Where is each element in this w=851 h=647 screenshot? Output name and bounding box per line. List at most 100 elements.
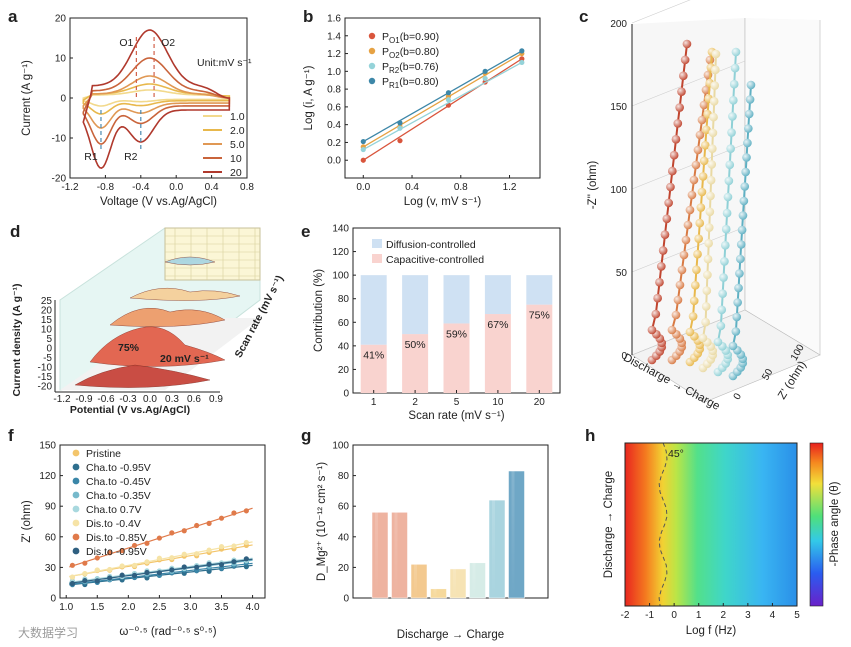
f-point (119, 563, 125, 569)
c-ytick-label: 15 (41, 315, 53, 326)
e-ball-shine (711, 65, 720, 75)
d-xtick-label: 5 (454, 397, 460, 408)
c-ytick-label: -15 (38, 372, 53, 383)
c-ytick-label: -5 (43, 353, 52, 364)
e-ball-shine (717, 305, 727, 315)
e-ball-shine (739, 196, 749, 206)
f-point (181, 551, 187, 557)
b-fit-line-O1 (362, 58, 523, 161)
b-ytick-label: 1.4 (327, 31, 341, 42)
dynamic-layer: a b cd ef g h-1.2 -0.8 -0.4 0.0 0.4 0.8-20-1001020… (8, 0, 841, 641)
e-ball-shine (729, 79, 739, 89)
e-ball-shine (655, 278, 664, 287)
h-colorbar (809, 442, 824, 607)
c-ytick-label: 10 (41, 325, 53, 336)
f-point (194, 522, 200, 529)
e-ball-shine (723, 192, 733, 202)
c-xtick-label: 0.6 (187, 394, 201, 405)
h-xtick-label: 1 (696, 610, 702, 621)
e-ball-shine (727, 128, 736, 137)
f-ytick-label: 90 (45, 502, 57, 513)
e-ball-shine (741, 167, 750, 177)
h-xlabel: Log f (Hz) (686, 625, 737, 637)
f-point (194, 551, 200, 557)
d-ytick-label: 60 (338, 318, 350, 329)
b-xlabel: Log (v, mV s⁻¹) (404, 196, 482, 208)
f-point (169, 530, 175, 536)
e-ball-shine (744, 124, 753, 133)
e-ball-shine (703, 254, 713, 264)
d-bar-label: 59% (446, 328, 467, 340)
e-ball-shine (731, 47, 741, 57)
c-cv-slice (109, 307, 226, 327)
a-xtick-label: -0.8 (97, 182, 115, 193)
e-ball-shine (702, 125, 711, 135)
d-bar-label: 75% (529, 310, 550, 322)
g-bar-highlight (375, 512, 378, 598)
e-ball-shine (675, 103, 684, 112)
d-bar-label: 41% (363, 350, 384, 362)
e-ball-shine (664, 198, 673, 208)
b-fit-line-R1 (362, 50, 523, 143)
b-legend-marker-O1 (368, 32, 376, 40)
f-point (131, 572, 138, 578)
c-ytick-label: -20 (38, 382, 53, 393)
f-point (82, 560, 88, 566)
c-xlabel: Potential (V vs.Ag/AgCl) (70, 404, 190, 416)
a-ytick-label: 20 (55, 14, 67, 25)
e-ytick-label: 50 (616, 268, 628, 279)
f-legend-marker (72, 547, 80, 555)
e-ball-shine (666, 182, 675, 192)
e-ball-shine (679, 71, 688, 81)
d-ytick-label: 40 (338, 341, 350, 352)
e-ball-shine (734, 283, 743, 293)
f-point (206, 520, 212, 526)
f-point (156, 570, 162, 576)
e-ball-shine (682, 39, 692, 49)
b-point-R1 (519, 48, 525, 54)
f-legend-label: Dis.to -0.85V (86, 532, 147, 544)
f-point (94, 555, 100, 561)
e-ball-shine (735, 269, 744, 278)
d-ytick-label: 140 (332, 224, 349, 235)
f-ylabel: Z' (ohm) (21, 500, 33, 543)
e-ball-shine (691, 281, 700, 290)
d-bar-diffusion (402, 275, 429, 335)
d-legend-label-capacitive: Capacitive-controlled (386, 254, 484, 266)
e-grid (631, 60, 746, 107)
e-ball-shine (726, 144, 735, 153)
e-ball-shine (692, 265, 701, 275)
g-ytick-label: 80 (338, 471, 350, 482)
f-xtick-label: 1.5 (90, 602, 104, 613)
f-point (243, 564, 249, 570)
a-xtick-label: -1.2 (61, 182, 79, 193)
f-legend-marker (72, 463, 80, 471)
panel-letter-d: d (10, 222, 20, 241)
c-cv-slice (74, 364, 211, 388)
e-ball-shine (722, 208, 732, 218)
f-ytick-label: 0 (50, 594, 56, 605)
f-point (218, 561, 225, 568)
d-bar-capacitive (484, 314, 511, 393)
b-legend-label-O2: PO2(b=0.80) (382, 46, 439, 60)
a-legend-label-2.0: 2.0 (230, 125, 245, 137)
panel-letter-c: c (579, 7, 588, 26)
h-ylabel: Discharge → Charge (603, 471, 615, 578)
h-xtick-label: 0 (671, 610, 677, 621)
f-ytick-label: 120 (39, 471, 56, 482)
panel-letter-b: b (303, 7, 313, 26)
e-grid (631, 0, 691, 24)
d-bar-diffusion (360, 275, 387, 345)
e-ball-shine (673, 295, 683, 305)
d-ytick-label: 80 (338, 294, 350, 305)
h-xtick-label: -2 (621, 610, 630, 621)
a-legend-label-20: 20 (230, 167, 242, 179)
e-ball-shine (704, 239, 713, 248)
a-xtick-label: 0.0 (169, 182, 183, 193)
c-ytick-label: 0 (46, 344, 52, 355)
f-xtick-label: 4.0 (246, 602, 260, 613)
b-legend-label-O1: PO1(b=0.90) (382, 31, 439, 45)
a-legend-label-5.0: 5.0 (230, 139, 245, 151)
g-ytick-label: 100 (332, 441, 349, 452)
c-xtick-label: 0.3 (165, 394, 179, 405)
